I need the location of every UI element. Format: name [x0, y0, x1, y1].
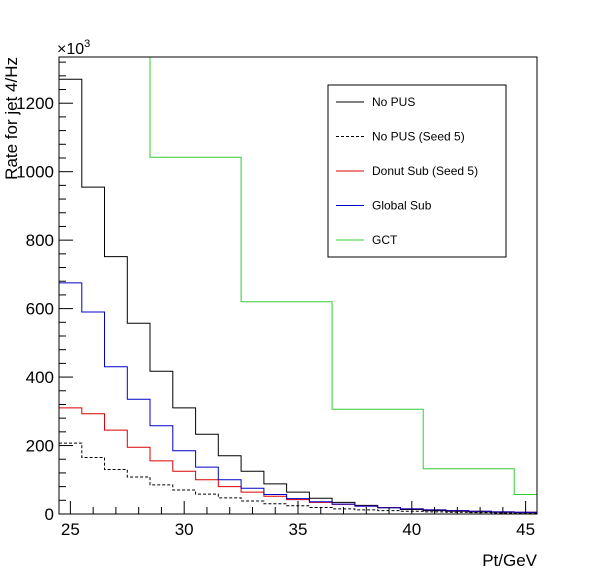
series-line-3 — [59, 282, 537, 513]
legend-label-2: Donut Sub (Seed 5) — [372, 164, 478, 178]
series-line-0 — [59, 78, 537, 514]
legend: No PUS No PUS (Seed 5) Donut Sub (Seed 5) G… — [327, 84, 507, 258]
y-tick-label: 0 — [45, 505, 54, 524]
x-tick-label: 25 — [61, 520, 80, 539]
x-tick-label: 30 — [175, 520, 194, 539]
series-line-4 — [59, 56, 537, 495]
x-tick-label: 35 — [289, 520, 308, 539]
series-layer — [59, 56, 537, 514]
y-tick-label: 1200 — [16, 94, 54, 113]
y-tick-label: 800 — [26, 231, 54, 250]
y-tick-label: 400 — [26, 368, 54, 387]
x-axis-title: Pt/GeV — [482, 551, 537, 570]
legend-label-1: No PUS (Seed 5) — [372, 130, 465, 144]
y-axis-title: Rate for jet 4/Hz — [2, 57, 21, 180]
y-tick-label: 1000 — [16, 163, 54, 182]
y-tick-label: 200 — [26, 437, 54, 456]
x-tick-label: 40 — [402, 520, 421, 539]
legend-label-4: GCT — [372, 233, 398, 247]
y-axis-multiplier: ×103 — [57, 38, 90, 58]
legend-entries: No PUS No PUS (Seed 5) Donut Sub (Seed 5) G… — [336, 95, 478, 247]
legend-label-0: No PUS — [372, 95, 415, 109]
y-tick-label: 600 — [26, 300, 54, 319]
axis-layer: 25 30 35 40 45 0 200 400 600 800 1000 1200 — [16, 61, 535, 539]
x-tick-label: 45 — [516, 520, 535, 539]
legend-label-3: Global Sub — [372, 199, 432, 213]
